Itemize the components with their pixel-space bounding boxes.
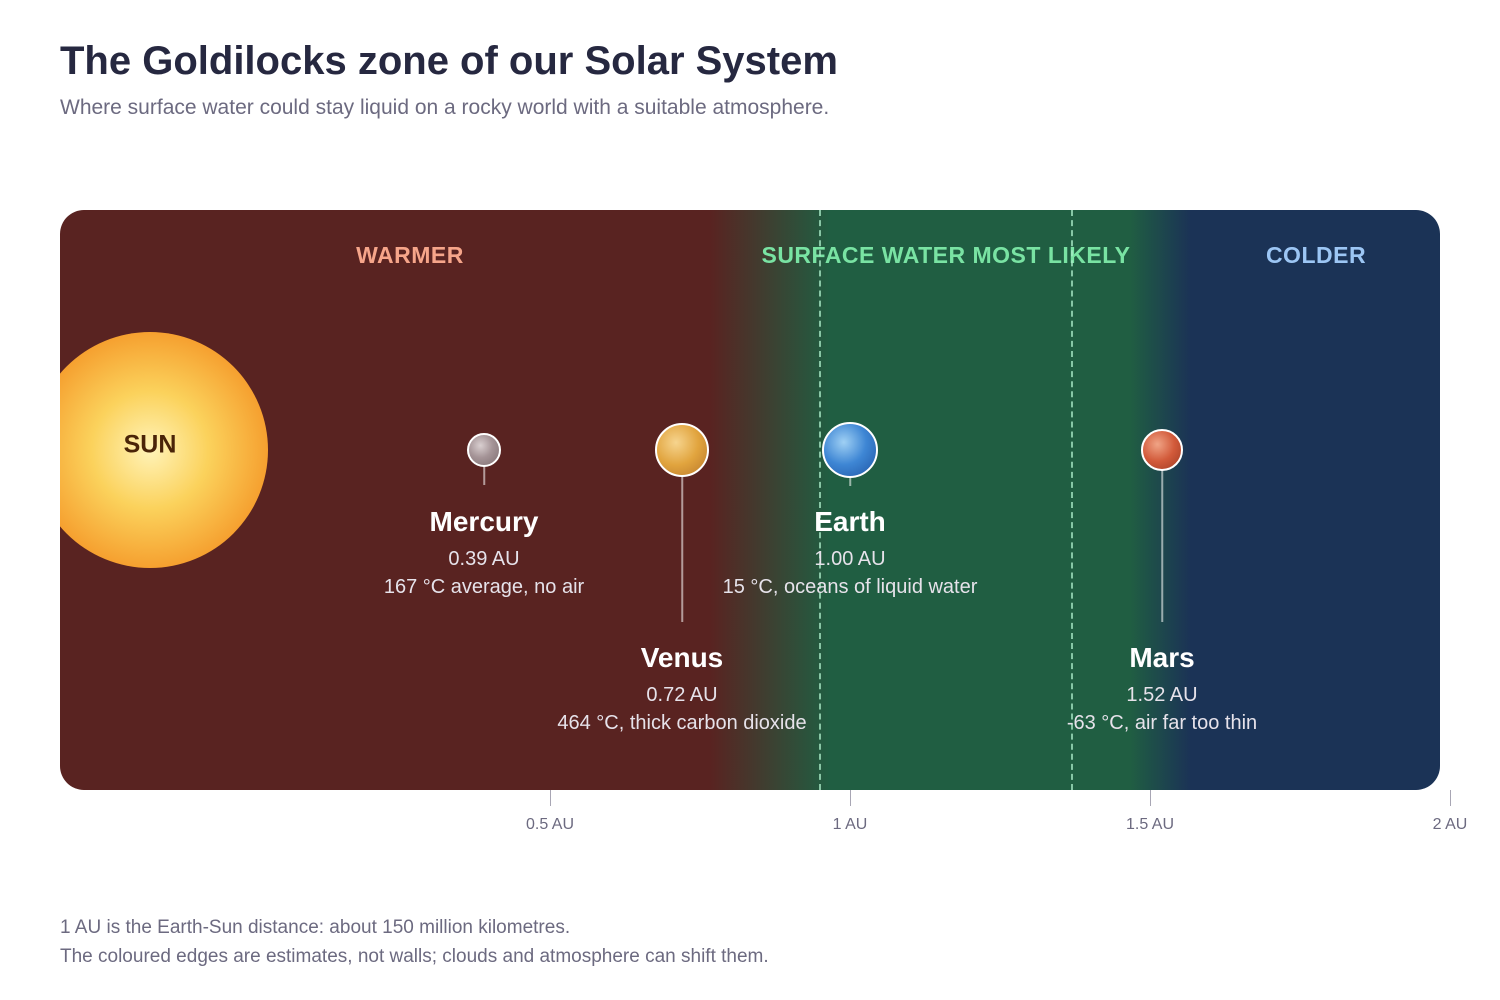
- mars-note: -63 °C, air far too thin: [1066, 712, 1258, 734]
- axis-label: 1 AU: [832, 816, 868, 833]
- axis-tick: [1450, 790, 1451, 806]
- footnote-edges: The coloured edges are estimates, not wa…: [60, 946, 769, 967]
- mars-planet: [1141, 429, 1183, 471]
- sun-label: SUN: [123, 430, 177, 459]
- mars-distance: 1.52 AU: [1126, 684, 1198, 706]
- mercury-planet: [467, 433, 501, 467]
- axis-tick: [550, 790, 551, 806]
- axis-label: 1.5 AU: [1125, 816, 1175, 833]
- habitable-inner-boundary: [819, 210, 821, 790]
- earth-stem: [849, 472, 851, 486]
- zone-label-colder: COLDER: [1265, 242, 1367, 268]
- axis-label: 2 AU: [1432, 816, 1468, 833]
- zone-label-warmer: WARMER: [356, 242, 464, 268]
- habitable-outer-boundary: [1071, 210, 1073, 790]
- zone-label-habitable: SURFACE WATER MOST LIKELY: [761, 242, 1131, 268]
- mercury-name: Mercury: [429, 506, 539, 537]
- habitable-zone-diagram: WARMER SURFACE WATER MOST LIKELY COLDER …: [60, 210, 1440, 790]
- venus-name: Venus: [640, 642, 724, 673]
- mercury-stem: [483, 463, 485, 485]
- earth-name: Earth: [814, 506, 886, 537]
- mercury-note: 167 °C average, no air: [383, 576, 585, 598]
- earth-distance: 1.00 AU: [814, 548, 886, 570]
- page-subtitle: Where surface water could stay liquid on…: [60, 96, 830, 119]
- axis-tick: [850, 790, 851, 806]
- axis-label: 0.5 AU: [525, 816, 575, 833]
- venus-distance: 0.72 AU: [646, 684, 718, 706]
- sun: [60, 332, 268, 568]
- earth-note: 15 °C, oceans of liquid water: [722, 576, 978, 598]
- venus-note: 464 °C, thick carbon dioxide: [557, 712, 807, 734]
- footnote-au: 1 AU is the Earth-Sun distance: about 15…: [60, 917, 571, 938]
- mars-stem: [1161, 468, 1163, 622]
- page-title: The Goldilocks zone of our Solar System: [60, 39, 838, 83]
- mercury-distance: 0.39 AU: [448, 548, 520, 570]
- axis-tick: [1150, 790, 1151, 806]
- earth-planet: [822, 422, 878, 478]
- venus-stem: [681, 472, 683, 622]
- venus-planet: [655, 423, 709, 477]
- mars-name: Mars: [1129, 642, 1195, 673]
